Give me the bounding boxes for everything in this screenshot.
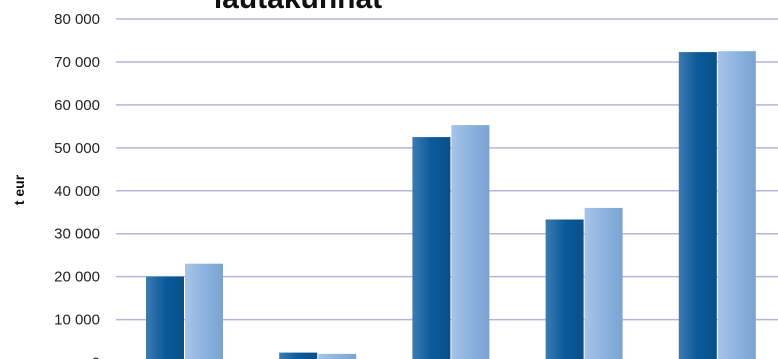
y-tick-label: 40 000: [54, 183, 100, 200]
chart-title: lautakunnat: [214, 0, 382, 15]
y-tick-label: 80 000: [54, 11, 100, 28]
bar-series-2-2: [318, 353, 357, 359]
bars: [146, 51, 756, 359]
y-tick-label: 10 000: [54, 312, 100, 329]
y-axis-label: t eur: [11, 174, 27, 205]
bar-series-2-4: [584, 207, 623, 359]
y-tick-label: 30 000: [54, 226, 100, 243]
bar-series-1-5: [678, 52, 717, 359]
bar-series-1-4: [545, 219, 584, 359]
bar-series-2-3: [451, 125, 490, 359]
y-tick-label: 0: [92, 355, 100, 359]
y-tick-label: 20 000: [54, 269, 100, 286]
y-axis-ticks: 0 10 000 20 000 30 000 40 000 50 000 60 000 70 …: [54, 11, 100, 359]
y-tick-label: 60 000: [54, 97, 100, 114]
bar-series-1-3: [412, 137, 451, 359]
bar-series-1-1: [146, 276, 184, 359]
bar-series-2-1: [185, 263, 223, 359]
y-tick-label: 70 000: [54, 54, 100, 71]
bar-series-1-2: [279, 352, 318, 359]
bar-series-2-5: [717, 51, 756, 359]
y-tick-label: 50 000: [54, 140, 100, 157]
